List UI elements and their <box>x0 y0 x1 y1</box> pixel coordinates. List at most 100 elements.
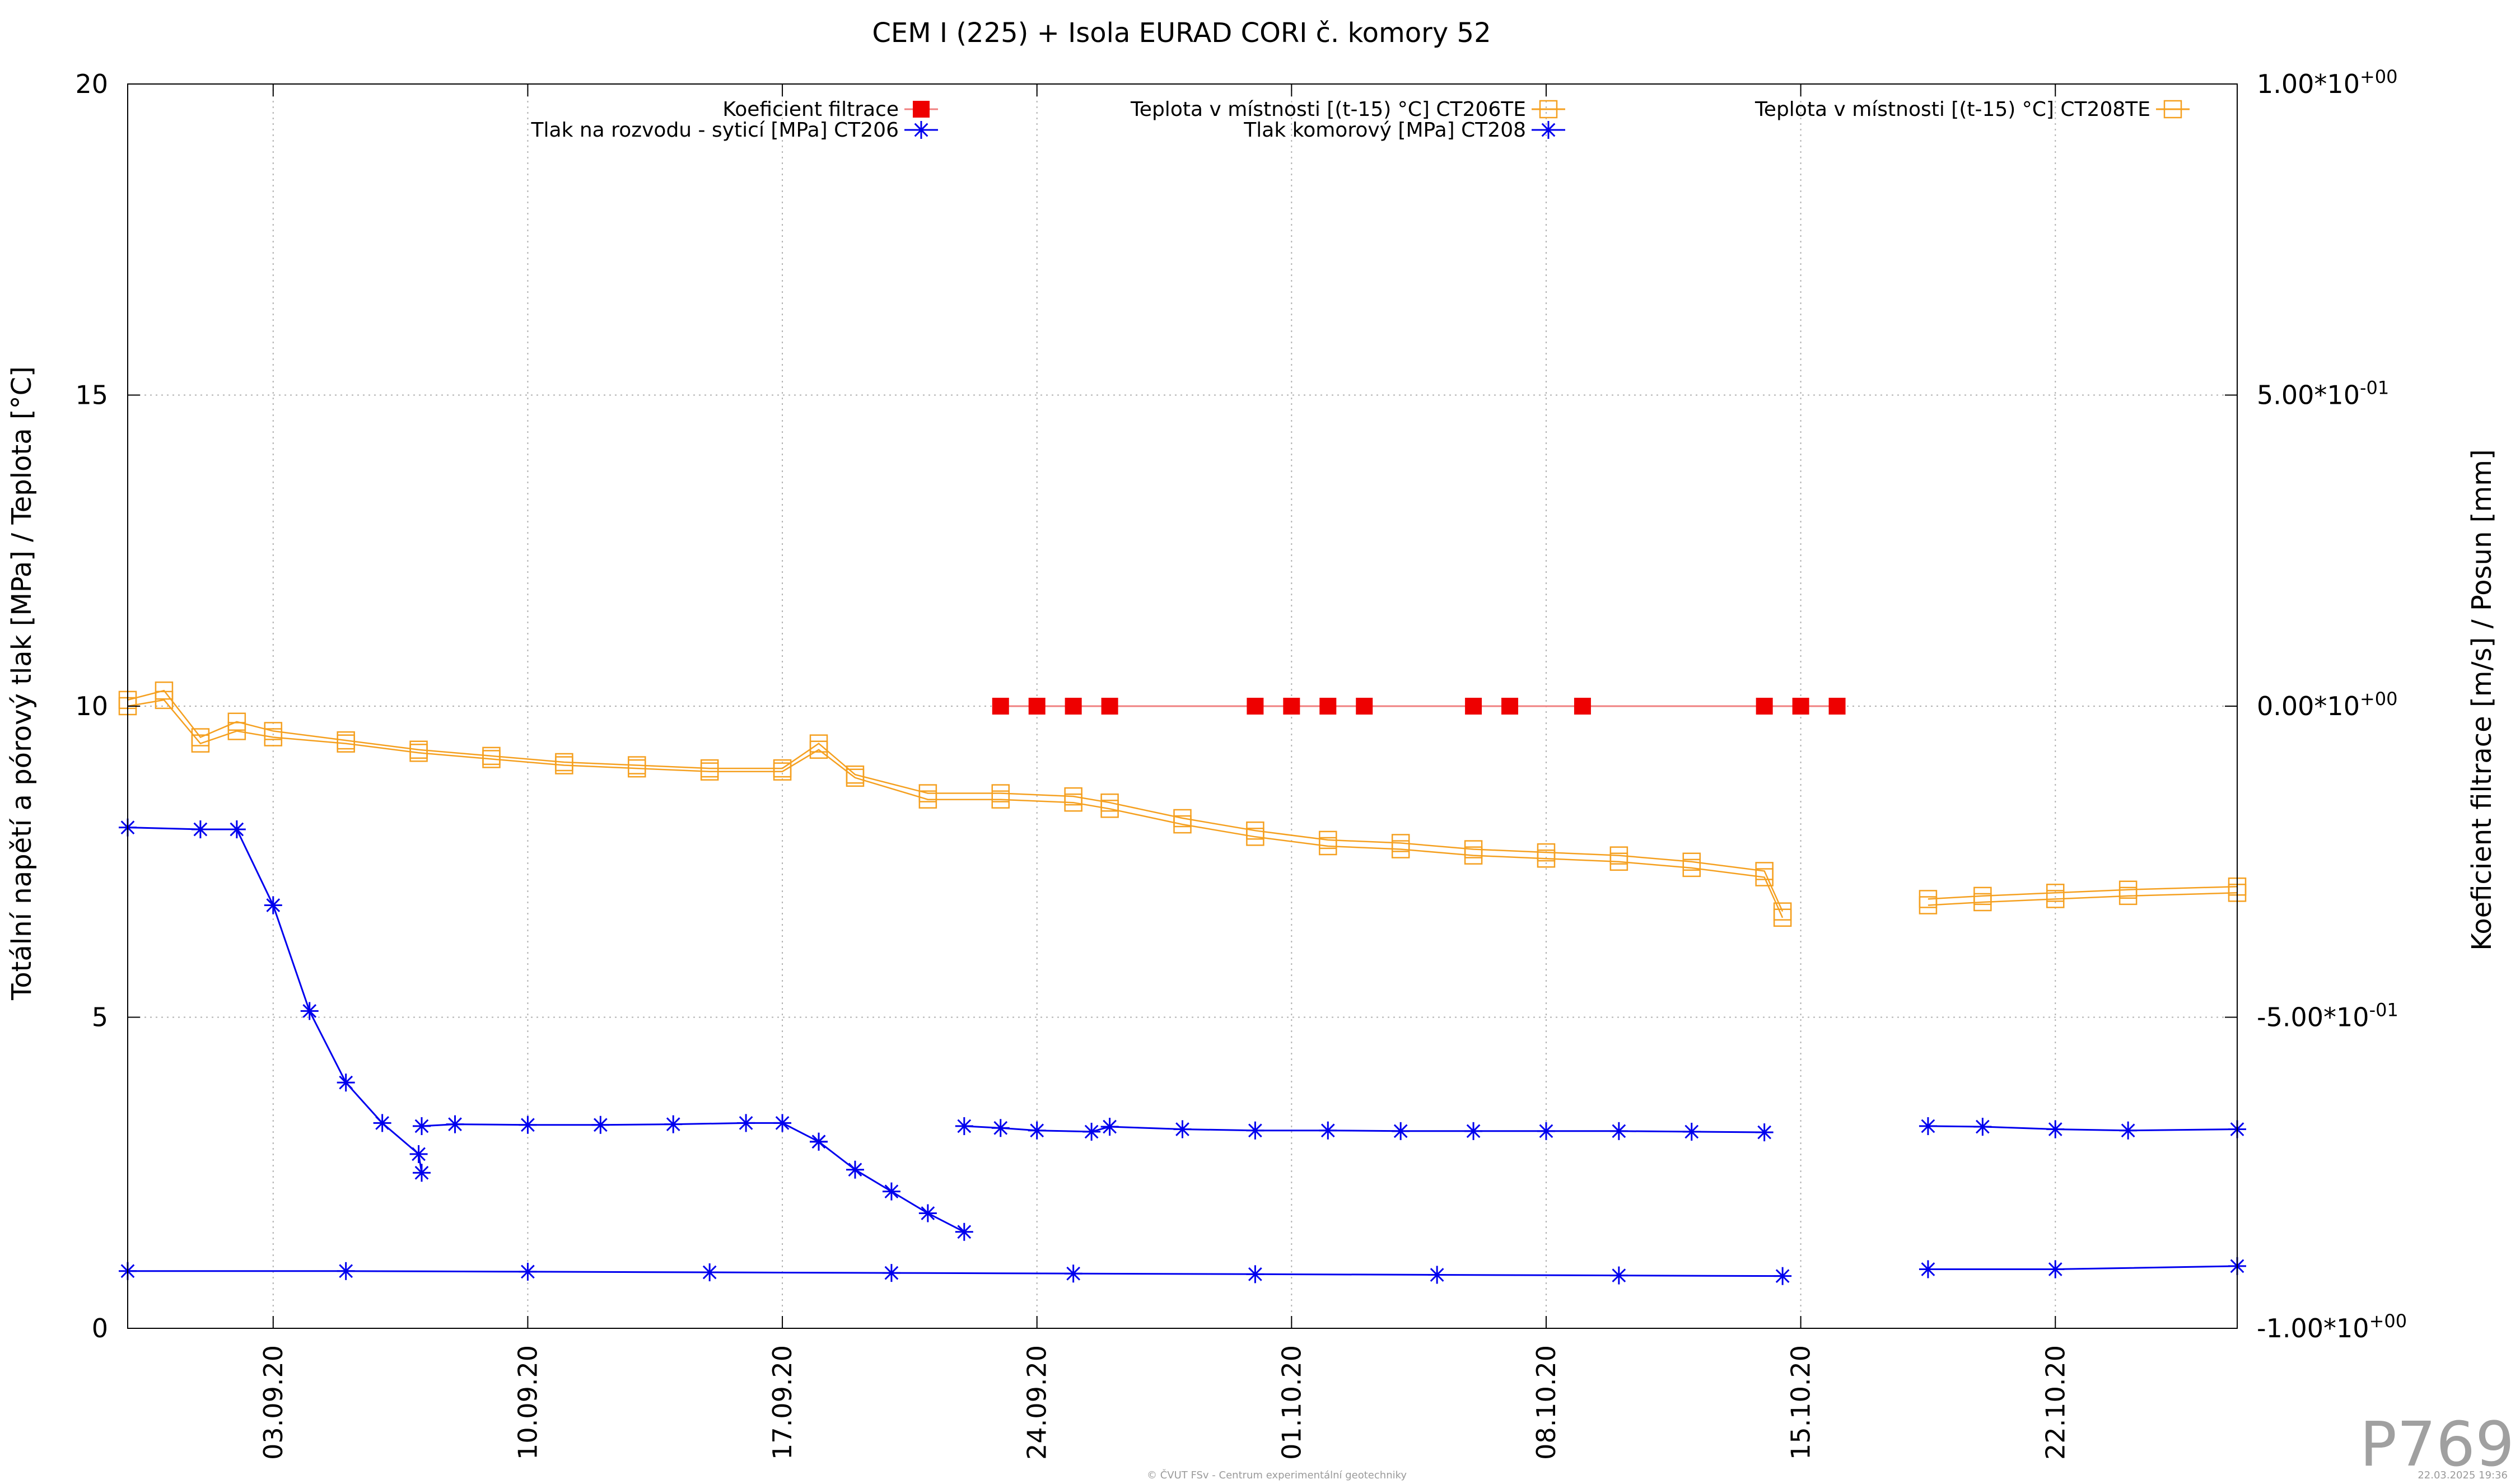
asterisk-stroke <box>993 1121 1008 1135</box>
series-point-1 <box>1065 698 1082 715</box>
asterisk-stroke <box>811 1135 826 1149</box>
y-left-tick-label: 15 <box>75 380 108 410</box>
series-point-2 <box>955 1117 973 1135</box>
y-right-tick-label: 1.00*10+00 <box>2257 66 2398 99</box>
series-point-5 <box>337 734 355 753</box>
asterisk-stroke <box>521 1264 535 1279</box>
legend-label-4: Tlak komorový [MPa] CT208 <box>1243 119 1526 142</box>
series-point-1 <box>1356 698 1373 715</box>
series-point-1 <box>1792 698 1809 715</box>
series-point-5 <box>1755 868 1774 886</box>
asterisk-stroke <box>1921 1119 1935 1133</box>
series-point-2 <box>300 1002 319 1020</box>
footer-timestamp: 22.03.2025 19:36 <box>2418 1469 2508 1481</box>
series-point-5 <box>1537 849 1556 868</box>
asterisk-stroke <box>884 1184 899 1198</box>
series-markers <box>118 681 2247 1285</box>
asterisk-stroke <box>1684 1124 1699 1139</box>
x-tick-label: 17.09.20 <box>767 1345 797 1460</box>
asterisk-stroke <box>1921 1262 1935 1276</box>
series-point-5 <box>809 740 828 759</box>
series-point-4 <box>701 1263 719 1282</box>
asterisk-stroke <box>1066 1266 1081 1281</box>
series-point-5 <box>1682 858 1701 878</box>
y-left-tick-label: 10 <box>75 691 108 721</box>
asterisk-stroke <box>266 898 281 912</box>
asterisk-stroke <box>1976 1119 1990 1134</box>
series-point-5 <box>1246 828 1264 846</box>
asterisk-stroke <box>414 1165 429 1180</box>
series-point-5 <box>2046 890 2065 908</box>
legend-marker-4 <box>1539 121 1557 139</box>
asterisk-stroke <box>412 1147 426 1161</box>
series-point-1 <box>1319 698 1337 715</box>
series-point-2 <box>664 1115 683 1133</box>
series-point-1 <box>1101 698 1118 715</box>
asterisk-stroke <box>1248 1267 1262 1281</box>
series-point-4 <box>1774 1267 1792 1285</box>
series-point-1 <box>992 698 1009 715</box>
series-point-4 <box>1919 1260 1937 1278</box>
series-point-2 <box>409 1145 428 1163</box>
series-point-2 <box>1028 1121 1046 1140</box>
asterisk-stroke <box>1541 123 1556 137</box>
series-point-4 <box>1064 1264 1082 1283</box>
legend-label-2: Tlak na rozvodu - syticí [MPa] CT206 <box>531 119 899 142</box>
asterisk-stroke <box>1030 1123 1044 1138</box>
y-axis-right-title: Koeficient filtrace [m/s] / Posun [mm] <box>2466 449 2498 950</box>
series-point-5 <box>155 690 174 710</box>
series-point-2 <box>918 1204 937 1222</box>
series-point-5 <box>2118 886 2138 906</box>
y-right-tick-label: -5.00*10-01 <box>2257 1000 2398 1033</box>
series-point-5 <box>1100 800 1119 818</box>
y-left-tick-label: 0 <box>92 1313 108 1343</box>
series-point-4 <box>882 1264 900 1282</box>
asterisk-stroke <box>2121 1123 2135 1138</box>
asterisk-stroke <box>1430 1268 1444 1282</box>
series-point-5 <box>991 790 1010 809</box>
series-line-3 <box>1928 885 2238 900</box>
asterisk-stroke <box>1248 1123 1262 1138</box>
series-point-5 <box>1973 893 1992 912</box>
series-point-2 <box>1392 1122 1410 1140</box>
series-point-2 <box>412 1164 431 1182</box>
series-point-4 <box>337 1262 355 1280</box>
series-point-5 <box>846 768 865 787</box>
series-point-1 <box>1501 698 1519 715</box>
series-point-2 <box>1319 1121 1337 1140</box>
x-tick-label: 10.09.20 <box>512 1345 543 1460</box>
asterisk-stroke <box>1103 1119 1117 1134</box>
series-point-1 <box>1247 698 1264 715</box>
series-point-2 <box>1973 1118 1992 1136</box>
asterisk-stroke <box>775 1116 790 1130</box>
legend-label-1: Koeficient filtrace <box>722 98 899 121</box>
y-right-tick-label: 0.00*10+00 <box>2257 688 2398 721</box>
series-point-5 <box>1391 840 1410 858</box>
series-point-2 <box>1537 1122 1555 1140</box>
asterisk-stroke <box>1757 1125 1772 1140</box>
y-right-tick-label: 5.00*10-01 <box>2257 377 2389 410</box>
series-point-1 <box>1283 698 1300 715</box>
axis-ticks: 0 5 10 15 20 -1.00*10+00 -5.00*10-01 0.00*10+00… <box>75 66 2407 1460</box>
series-point-5 <box>1319 837 1337 856</box>
asterisk-stroke <box>739 1116 753 1130</box>
asterisk-stroke <box>666 1117 680 1131</box>
asterisk-stroke <box>884 1266 899 1280</box>
series-point-5 <box>409 744 428 762</box>
asterisk-stroke <box>193 822 208 837</box>
series-line-3 <box>127 689 1784 912</box>
x-tick-label: 08.10.20 <box>1531 1345 1561 1460</box>
series-point-4 <box>2046 1260 2065 1278</box>
asterisk-stroke <box>957 1225 972 1239</box>
series-point-2 <box>373 1114 391 1132</box>
series-point-2 <box>446 1115 464 1133</box>
series-point-5 <box>1464 846 1483 865</box>
series-point-2 <box>1246 1121 1264 1140</box>
asterisk-stroke <box>1084 1124 1099 1139</box>
series-point-5 <box>700 762 719 781</box>
asterisk-stroke <box>1612 1124 1626 1138</box>
series-point-1 <box>1828 698 1846 715</box>
asterisk-stroke <box>2048 1262 2062 1276</box>
